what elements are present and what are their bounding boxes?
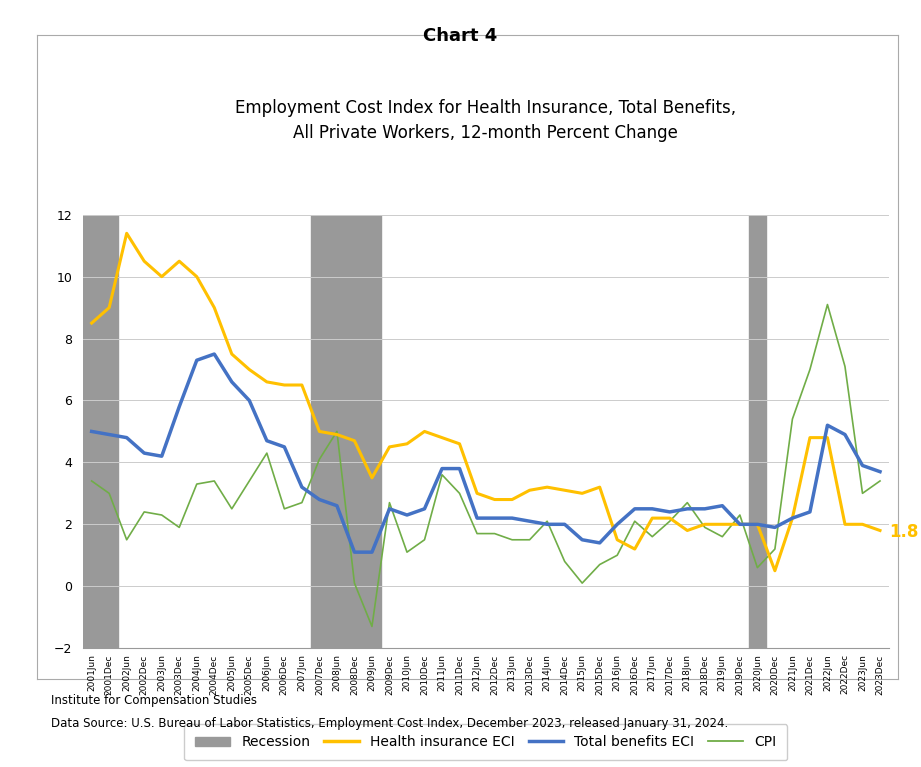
Text: Data Source: U.S. Bureau of Labor Statistics, Employment Cost Index, December 20: Data Source: U.S. Bureau of Labor Statis… [51,717,728,730]
Text: Chart 4: Chart 4 [424,27,497,44]
Legend: Recession, Health insurance ECI, Total benefits ECI, CPI: Recession, Health insurance ECI, Total b… [184,724,787,760]
Text: Institute for Compensation Studies: Institute for Compensation Studies [51,694,257,707]
Text: 1.8: 1.8 [889,523,918,541]
Bar [749,215,766,648]
Bar [83,215,118,648]
Title: Employment Cost Index for Health Insurance, Total Benefits,
All Private Workers,: Employment Cost Index for Health Insuran… [235,100,737,143]
Bar [310,215,380,648]
